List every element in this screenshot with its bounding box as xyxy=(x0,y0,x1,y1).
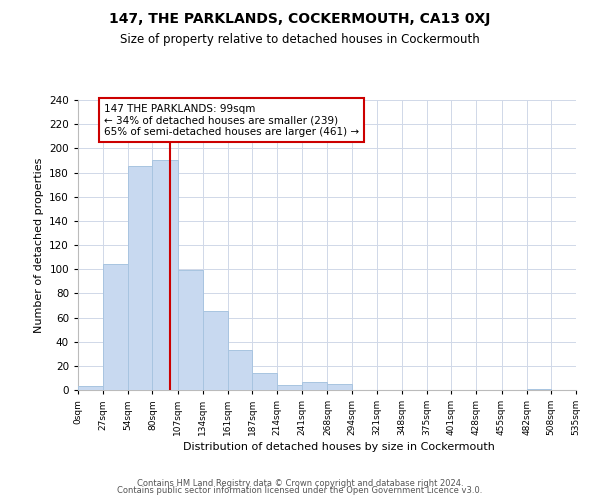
Text: Contains public sector information licensed under the Open Government Licence v3: Contains public sector information licen… xyxy=(118,486,482,495)
Y-axis label: Number of detached properties: Number of detached properties xyxy=(34,158,44,332)
Bar xyxy=(103,264,128,390)
Bar xyxy=(228,350,252,390)
Bar xyxy=(252,373,277,390)
Bar xyxy=(527,389,551,390)
Bar xyxy=(302,382,328,390)
Text: Distribution of detached houses by size in Cockermouth: Distribution of detached houses by size … xyxy=(183,442,495,452)
Bar xyxy=(277,385,302,390)
Bar xyxy=(78,386,103,390)
Bar xyxy=(152,160,178,390)
Bar xyxy=(178,270,203,390)
Bar xyxy=(128,166,152,390)
Text: Contains HM Land Registry data © Crown copyright and database right 2024.: Contains HM Land Registry data © Crown c… xyxy=(137,478,463,488)
Bar xyxy=(328,384,352,390)
Bar xyxy=(203,312,228,390)
Text: 147 THE PARKLANDS: 99sqm
← 34% of detached houses are smaller (239)
65% of semi-: 147 THE PARKLANDS: 99sqm ← 34% of detach… xyxy=(104,104,359,137)
Text: Size of property relative to detached houses in Cockermouth: Size of property relative to detached ho… xyxy=(120,32,480,46)
Text: 147, THE PARKLANDS, COCKERMOUTH, CA13 0XJ: 147, THE PARKLANDS, COCKERMOUTH, CA13 0X… xyxy=(109,12,491,26)
